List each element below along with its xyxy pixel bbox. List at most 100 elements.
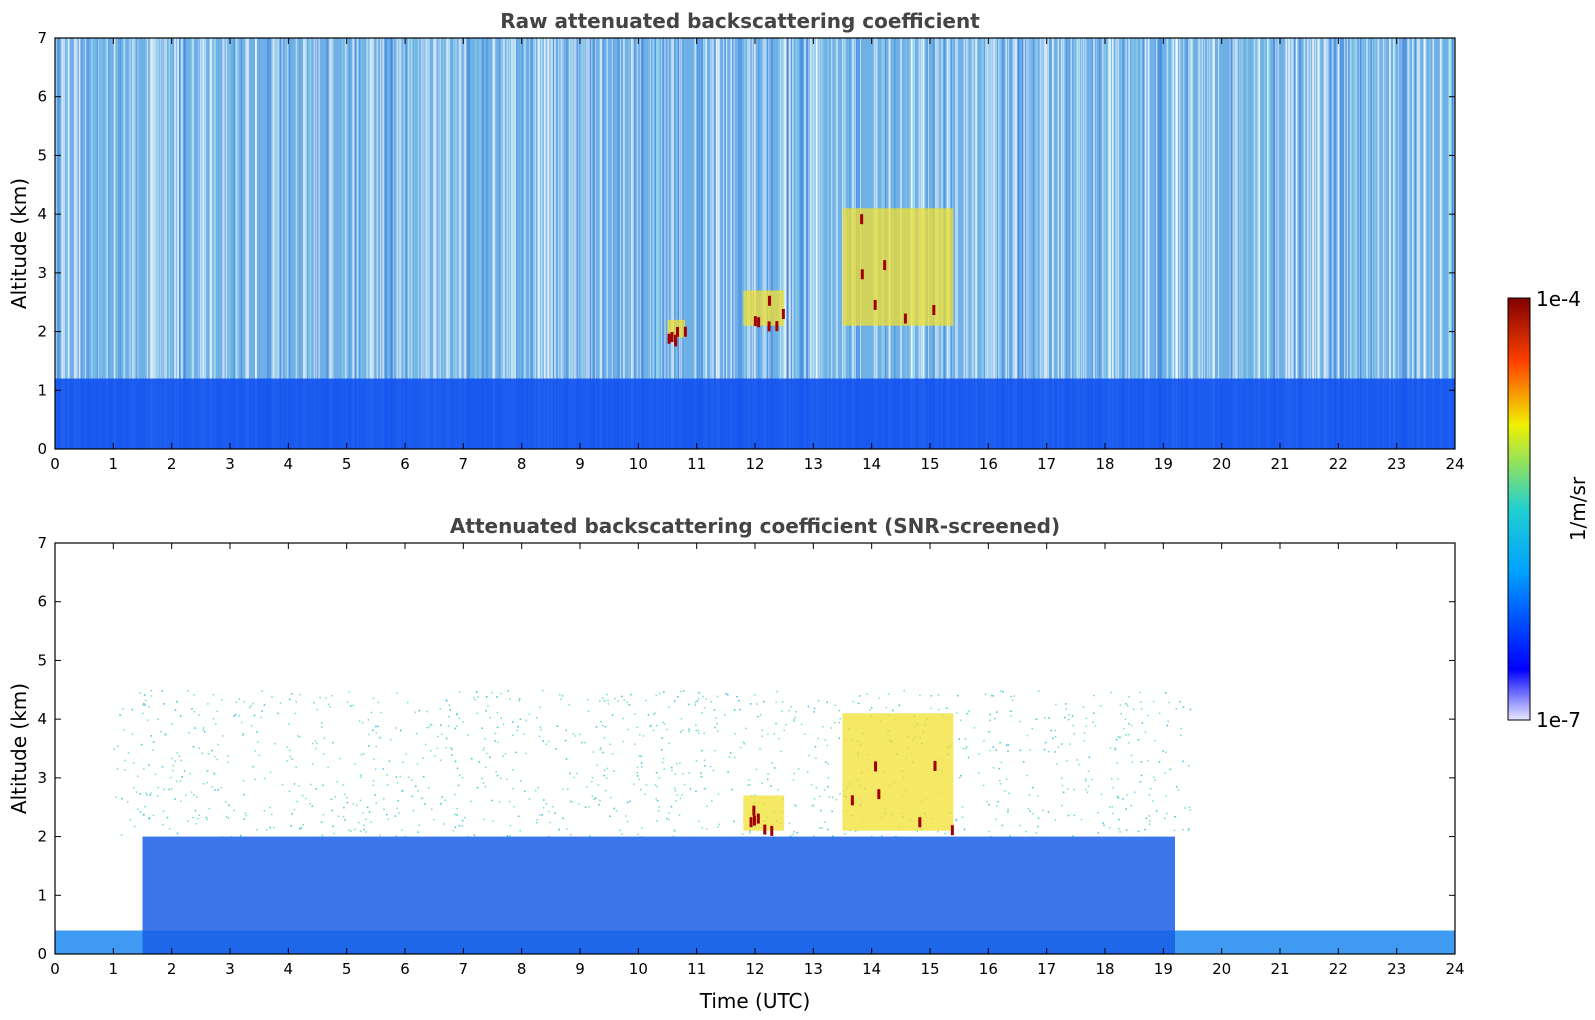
noise-speck xyxy=(327,703,330,706)
noise-speck xyxy=(702,695,704,698)
noise-speck xyxy=(148,817,150,819)
noise-speck xyxy=(132,762,135,764)
noise-speck xyxy=(1117,796,1120,799)
noise-speck xyxy=(228,804,230,806)
noise-speck xyxy=(418,824,420,826)
noise-speck xyxy=(1026,734,1029,737)
noise-speck xyxy=(1072,835,1074,837)
noise-speck xyxy=(1004,790,1006,792)
noise-column xyxy=(500,38,502,449)
noise-speck xyxy=(789,835,792,837)
noise-speck xyxy=(1087,770,1090,773)
noise-column xyxy=(577,38,579,449)
noise-speck xyxy=(150,695,153,697)
noise-column xyxy=(1060,38,1062,449)
noise-speck xyxy=(1047,750,1050,753)
noise-column xyxy=(414,38,416,449)
noise-speck xyxy=(394,815,397,817)
noise-speck xyxy=(359,799,362,802)
noise-speck xyxy=(592,751,595,753)
noise-speck xyxy=(1007,810,1009,813)
y-tick-label: 3 xyxy=(37,769,47,787)
noise-speck xyxy=(730,752,732,754)
noise-speck xyxy=(761,782,763,785)
noise-speck xyxy=(428,786,430,789)
noise-speck xyxy=(325,697,327,700)
noise-speck xyxy=(497,741,499,743)
noise-speck xyxy=(523,733,525,735)
noise-speck xyxy=(599,699,601,702)
noise-column xyxy=(1166,38,1168,449)
noise-column xyxy=(632,38,635,449)
noise-speck xyxy=(525,752,527,755)
noise-speck xyxy=(654,784,657,786)
noise-speck xyxy=(169,776,172,779)
noise-column xyxy=(305,38,307,449)
noise-speck xyxy=(342,815,345,818)
noise-speck xyxy=(485,752,488,755)
noise-column xyxy=(1082,38,1084,449)
noise-speck xyxy=(800,723,803,726)
noise-column xyxy=(313,38,316,449)
noise-speck xyxy=(467,835,469,838)
noise-column xyxy=(467,38,469,449)
noise-speck xyxy=(817,699,820,702)
noise-speck xyxy=(256,731,258,733)
noise-speck xyxy=(377,701,380,704)
noise-speck xyxy=(1164,692,1167,694)
noise-speck xyxy=(387,818,390,820)
noise-speck xyxy=(584,806,587,809)
noise-column xyxy=(371,38,374,449)
noise-column xyxy=(1176,38,1178,449)
noise-speck xyxy=(961,816,964,818)
noise-column xyxy=(1405,38,1407,449)
noise-column xyxy=(1112,38,1114,449)
noise-column xyxy=(1012,38,1014,449)
noise-speck xyxy=(623,699,625,701)
noise-column xyxy=(271,38,274,449)
noise-column xyxy=(1295,38,1298,449)
noise-speck xyxy=(1118,828,1120,830)
noise-column xyxy=(558,38,560,449)
noise-column xyxy=(348,38,351,449)
noise-speck xyxy=(1080,818,1083,821)
noise-speck xyxy=(127,752,130,754)
noise-column xyxy=(285,38,286,449)
noise-speck xyxy=(372,779,375,782)
noise-speck xyxy=(703,759,706,762)
noise-column xyxy=(762,38,764,449)
noise-column xyxy=(606,38,608,449)
noise-speck xyxy=(1139,691,1141,694)
noise-speck xyxy=(666,817,668,820)
x-tick-label: 3 xyxy=(225,455,235,473)
noise-column xyxy=(1115,38,1117,449)
noise-column xyxy=(674,38,676,449)
noise-speck xyxy=(638,778,640,781)
noise-column xyxy=(629,38,632,449)
noise-column xyxy=(522,38,525,449)
noise-column xyxy=(1203,38,1206,449)
noise-speck xyxy=(992,695,994,697)
noise-column xyxy=(590,38,592,449)
noise-speck xyxy=(171,769,174,772)
noise-speck xyxy=(857,702,860,705)
noise-speck xyxy=(754,694,756,696)
x-tick-label: 2 xyxy=(167,960,177,978)
noise-speck xyxy=(448,715,450,718)
noise-speck xyxy=(759,713,762,716)
noise-column xyxy=(286,38,288,449)
noise-column xyxy=(237,38,239,449)
noise-speck xyxy=(1152,700,1155,703)
noise-speck xyxy=(916,830,919,833)
strong-backscatter-mark xyxy=(860,214,864,225)
noise-speck xyxy=(1001,824,1004,827)
noise-speck xyxy=(360,776,362,778)
noise-column xyxy=(1099,38,1101,449)
noise-speck xyxy=(602,697,604,699)
noise-speck xyxy=(682,772,684,775)
noise-speck xyxy=(143,702,145,705)
noise-speck xyxy=(998,767,1001,770)
noise-column xyxy=(764,38,766,449)
noise-speck xyxy=(679,731,682,733)
noise-speck xyxy=(1076,759,1079,761)
